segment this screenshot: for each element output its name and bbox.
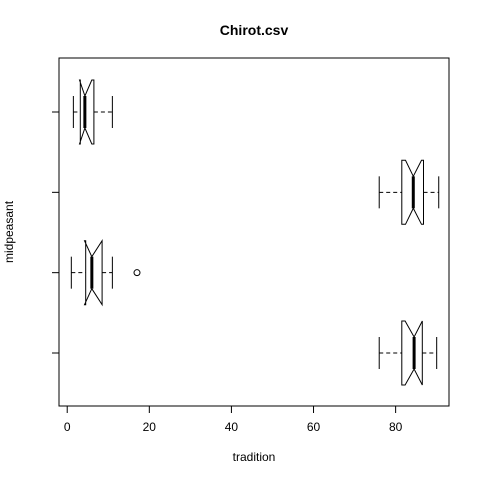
x-tick-label: 0 [64,420,71,434]
x-tick-label: 80 [389,420,403,434]
notched-box [401,320,423,386]
box-3 [378,159,440,225]
x-axis-label: tradition [233,450,276,464]
outlier-point [133,269,141,277]
x-tick-label: 60 [307,420,321,434]
y-axis [52,111,60,354]
chart-title: Chirot.csv [220,22,289,38]
x-axis: 0 20 40 60 80 [64,405,403,434]
notched-box [78,79,95,145]
x-tick-label: 20 [143,420,157,434]
box-1 [378,320,438,386]
plot-frame [58,57,450,407]
box-2 [70,238,141,307]
box-4 [72,79,113,145]
y-axis-label: midpeasant [2,200,16,263]
boxes-layer [70,79,440,386]
notched-box [401,159,424,225]
notched-box [83,238,103,307]
x-tick-label: 40 [225,420,239,434]
